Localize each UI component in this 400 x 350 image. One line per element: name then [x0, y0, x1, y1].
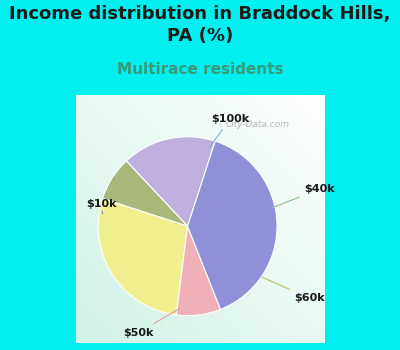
Text: $60k: $60k	[262, 277, 325, 303]
Text: $40k: $40k	[272, 184, 335, 208]
Text: $50k: $50k	[123, 308, 180, 338]
Text: Multirace residents: Multirace residents	[117, 63, 283, 77]
Wedge shape	[98, 198, 188, 315]
Wedge shape	[176, 226, 220, 316]
Wedge shape	[102, 161, 188, 226]
Text: $100k: $100k	[209, 114, 249, 148]
Wedge shape	[188, 141, 277, 309]
Text: City-Data.com: City-Data.com	[225, 120, 289, 129]
Text: $10k: $10k	[86, 199, 116, 214]
Wedge shape	[126, 137, 215, 226]
Text: Income distribution in Braddock Hills,
PA (%): Income distribution in Braddock Hills, P…	[9, 5, 391, 45]
